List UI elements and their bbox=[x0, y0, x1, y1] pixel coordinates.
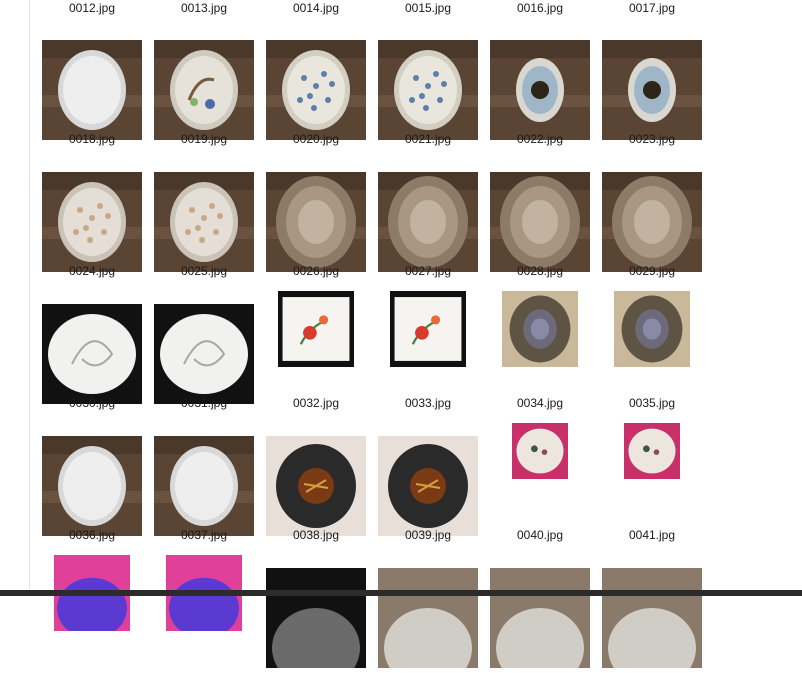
file-name-label[interactable]: 0038.jpg bbox=[292, 528, 340, 542]
file-name-label[interactable]: 0014.jpg bbox=[292, 1, 340, 15]
thumbnail[interactable] bbox=[614, 291, 690, 391]
thumbnail[interactable] bbox=[278, 291, 354, 391]
file-name-label[interactable]: 0015.jpg bbox=[404, 1, 452, 15]
file-name-label[interactable]: 0033.jpg bbox=[404, 396, 452, 410]
file-name-label[interactable]: 0012.jpg bbox=[68, 1, 116, 15]
file-name-label[interactable]: 0034.jpg bbox=[516, 396, 564, 410]
thumbnail[interactable] bbox=[378, 40, 478, 140]
file-name-label[interactable]: 0030.jpg bbox=[68, 396, 116, 410]
thumbnail[interactable] bbox=[42, 436, 142, 536]
file-name-label[interactable]: 0028.jpg bbox=[516, 264, 564, 278]
file-name-label[interactable]: 0017.jpg bbox=[628, 1, 676, 15]
file-name-label[interactable]: 0035.jpg bbox=[628, 396, 676, 410]
file-name-label[interactable]: 0025.jpg bbox=[180, 264, 228, 278]
thumbnail[interactable] bbox=[602, 172, 702, 272]
thumbnail[interactable] bbox=[624, 423, 680, 523]
file-grid[interactable]: 0012.jpg 0013.jpg 0014.jpg 0015.jpg 0016.jpg… bbox=[30, 0, 802, 673]
file-name-label[interactable]: 0018.jpg bbox=[68, 132, 116, 146]
thumbnail[interactable] bbox=[490, 40, 590, 140]
file-name-label[interactable]: 0016.jpg bbox=[516, 1, 564, 15]
navigation-pane[interactable] bbox=[0, 0, 29, 590]
thumbnail[interactable] bbox=[154, 304, 254, 404]
file-name-label[interactable]: 0029.jpg bbox=[628, 264, 676, 278]
thumbnail[interactable] bbox=[502, 291, 578, 391]
thumbnail[interactable] bbox=[42, 304, 142, 404]
thumbnail[interactable] bbox=[154, 172, 254, 272]
thumbnail[interactable] bbox=[154, 40, 254, 140]
thumbnail[interactable] bbox=[378, 436, 478, 536]
thumbnail[interactable] bbox=[378, 172, 478, 272]
file-name-label[interactable]: 0031.jpg bbox=[180, 396, 228, 410]
thumbnail[interactable] bbox=[266, 172, 366, 272]
thumbnail[interactable] bbox=[54, 555, 130, 639]
file-name-label[interactable]: 0039.jpg bbox=[404, 528, 452, 542]
thumbnail[interactable] bbox=[42, 172, 142, 272]
file-name-label[interactable]: 0019.jpg bbox=[180, 132, 228, 146]
thumbnail[interactable] bbox=[512, 423, 568, 523]
file-name-label[interactable]: 0036.jpg bbox=[68, 528, 116, 542]
file-name-label[interactable]: 0027.jpg bbox=[404, 264, 452, 278]
file-name-label[interactable]: 0024.jpg bbox=[68, 264, 116, 278]
file-name-label[interactable]: 0026.jpg bbox=[292, 264, 340, 278]
file-name-label[interactable]: 0037.jpg bbox=[180, 528, 228, 542]
file-name-label[interactable]: 0040.jpg bbox=[516, 528, 564, 542]
thumbnail[interactable] bbox=[154, 436, 254, 536]
thumbnail[interactable] bbox=[266, 436, 366, 536]
file-name-label[interactable]: 0032.jpg bbox=[292, 396, 340, 410]
file-name-label[interactable]: 0021.jpg bbox=[404, 132, 452, 146]
thumbnail[interactable] bbox=[490, 172, 590, 272]
thumbnail[interactable] bbox=[390, 291, 466, 391]
thumbnail[interactable] bbox=[166, 555, 242, 639]
taskbar[interactable] bbox=[0, 590, 802, 596]
file-name-label[interactable]: 0020.jpg bbox=[292, 132, 340, 146]
pane-divider[interactable] bbox=[29, 0, 30, 590]
file-name-label[interactable]: 0041.jpg bbox=[628, 528, 676, 542]
file-name-label[interactable]: 0023.jpg bbox=[628, 132, 676, 146]
thumbnail[interactable] bbox=[42, 40, 142, 140]
thumbnail[interactable] bbox=[602, 40, 702, 140]
file-name-label[interactable]: 0013.jpg bbox=[180, 1, 228, 15]
file-name-label[interactable]: 0022.jpg bbox=[516, 132, 564, 146]
thumbnail[interactable] bbox=[266, 40, 366, 140]
